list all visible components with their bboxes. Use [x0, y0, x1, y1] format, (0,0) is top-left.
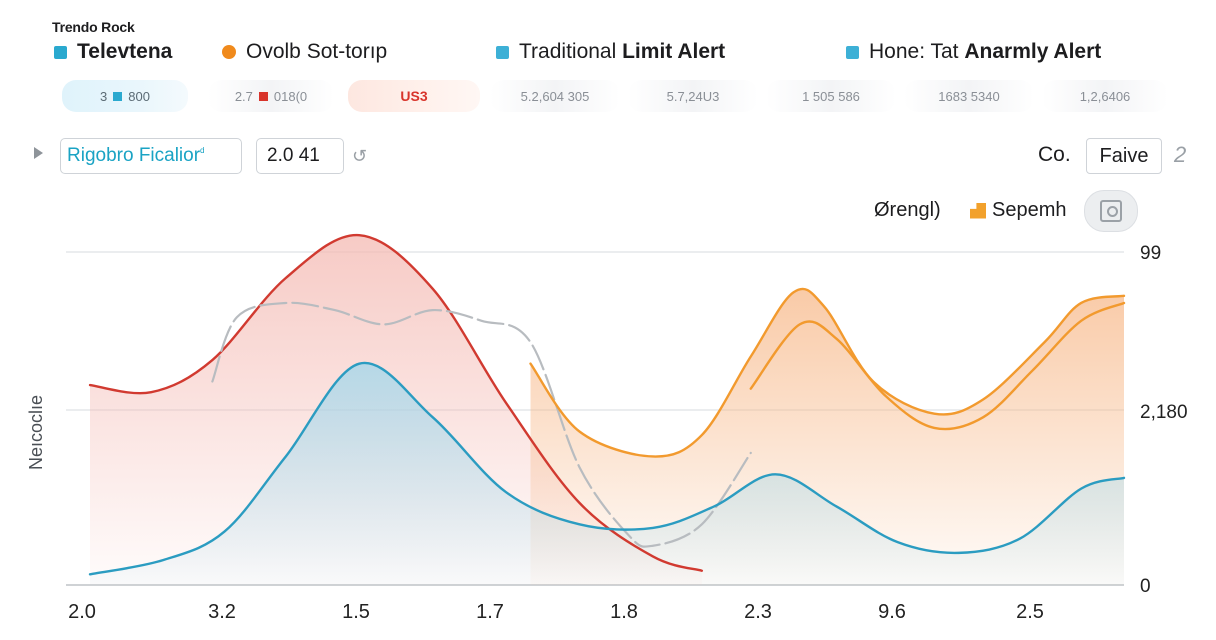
- series-area: [90, 362, 1124, 585]
- mode-select[interactable]: Faive: [1086, 138, 1162, 174]
- series-areas: [90, 235, 1124, 586]
- chip-text: US3: [400, 88, 428, 104]
- summary-chip[interactable]: 1,2,6406: [1042, 80, 1168, 112]
- controls-bar: Rigobro Ficalior ᵈ 2.0 41 ↺ Co. Faive 2: [34, 138, 1194, 174]
- series-line[interactable]: [211, 301, 752, 548]
- chip-text-secondary: 018(0: [273, 88, 308, 104]
- x-tick-label: 3.2: [208, 601, 236, 623]
- legend-row: Televtena Ovolb Sot-torıp Traditional Li…: [52, 40, 1172, 70]
- filter-field-mark: ᵈ: [200, 145, 205, 159]
- series-lines: [88, 233, 1126, 576]
- legend-item-anomaly-alert[interactable]: Hone: Tat Anarmly Alert: [846, 40, 1101, 64]
- summary-chip[interactable]: 1683 5340: [904, 80, 1034, 112]
- chip-text: 5.7,24U3: [666, 88, 720, 104]
- x-tick-label: 2.3: [744, 601, 772, 623]
- secondary-legend-item[interactable]: Sepemh: [970, 199, 1067, 222]
- legend-item-televtena[interactable]: Televtena: [54, 40, 172, 64]
- chip-text: 2.7: [234, 88, 253, 104]
- summary-chip[interactable]: 3 800: [62, 80, 188, 112]
- x-tick-label: 2.0: [68, 601, 96, 623]
- search-icon: [1100, 200, 1122, 222]
- legend-label-bold: Anarmly Alert: [964, 40, 1102, 63]
- summary-chip[interactable]: US3: [348, 80, 480, 112]
- value-field[interactable]: 2.0 41: [256, 138, 344, 174]
- legend-swatch-icon: [496, 45, 509, 59]
- search-button[interactable]: [1084, 190, 1138, 232]
- series-line[interactable]: [88, 361, 1126, 576]
- play-icon[interactable]: [34, 147, 43, 159]
- summary-chip-row: 3 800 2.7 018(0 US3 5.2,604 305 5.7,24U3…: [62, 80, 1172, 112]
- chip-text: 1 505 586: [802, 88, 860, 104]
- chip-text-secondary: 800: [128, 88, 150, 104]
- chip-text: 1,2,6406: [1079, 88, 1131, 104]
- secondary-legend: Ørengl) Sepemh: [874, 190, 1140, 232]
- mode-select-text: Faive: [1099, 144, 1149, 167]
- secondary-legend-label-b: Sepemh: [992, 199, 1067, 221]
- value-field-text: 2.0 41: [267, 145, 320, 166]
- x-tick-label: 9.6: [878, 601, 906, 623]
- legend-swatch-icon: [54, 45, 67, 59]
- series-line[interactable]: [88, 233, 704, 572]
- x-tick-label: 1.7: [476, 601, 504, 623]
- series-line[interactable]: [529, 287, 1126, 458]
- chip-text: 3: [100, 88, 108, 104]
- legend-label: Televtena: [77, 40, 173, 63]
- legend-item-volb[interactable]: Ovolb Sot-torıp: [222, 40, 387, 64]
- legend-label: Traditional: [519, 40, 623, 63]
- summary-chip[interactable]: 1 505 586: [766, 80, 896, 112]
- y-tick-labels: 99 2,180 0: [1140, 243, 1188, 597]
- summary-chip[interactable]: 5.7,24U3: [628, 80, 758, 112]
- co-label: Co.: [1038, 143, 1071, 166]
- summary-chip[interactable]: 5.2,604 305: [490, 80, 620, 112]
- legend-swatch-icon: [846, 45, 859, 59]
- y-tick-label: 2,180: [1140, 402, 1188, 423]
- secondary-legend-label: Ørengl): [874, 199, 941, 221]
- summary-chip[interactable]: 2.7 018(0: [208, 80, 334, 112]
- chip-marker-icon: [113, 91, 123, 101]
- x-tick-label: 1.5: [342, 601, 370, 623]
- legend-label-bold: Limit Alert: [622, 40, 726, 63]
- x-tick-label: 1.8: [610, 601, 638, 623]
- series-line[interactable]: [749, 301, 1126, 431]
- series-area: [530, 288, 1124, 585]
- legend-swatch-icon: [222, 45, 236, 59]
- legend-item-limit-alert[interactable]: Traditional Limit Alert: [496, 40, 725, 64]
- y-tick-label: 0: [1140, 576, 1151, 597]
- x-tick-labels: 2.0 3.2 1.5 1.7 1.8 2.3 9.6 2.5: [68, 601, 1044, 623]
- chip-text: 5.2,604 305: [520, 88, 590, 104]
- filter-field[interactable]: Rigobro Ficalior ᵈ: [60, 138, 242, 174]
- legend-label: Ovolb Sot-torıp: [246, 40, 388, 63]
- x-tick-label: 2.5: [1016, 601, 1044, 623]
- app-title: Trendo Rock: [52, 19, 135, 35]
- chip-marker-icon: [258, 91, 268, 101]
- help-icon[interactable]: 2: [1174, 142, 1187, 167]
- filter-field-text: Rigobro Ficalior: [67, 145, 201, 166]
- chip-text: 1683 5340: [938, 88, 1000, 104]
- legend-label: Hone: Tat: [869, 40, 965, 63]
- y-tick-label: 99: [1140, 243, 1161, 264]
- refresh-icon[interactable]: ↺: [352, 146, 368, 166]
